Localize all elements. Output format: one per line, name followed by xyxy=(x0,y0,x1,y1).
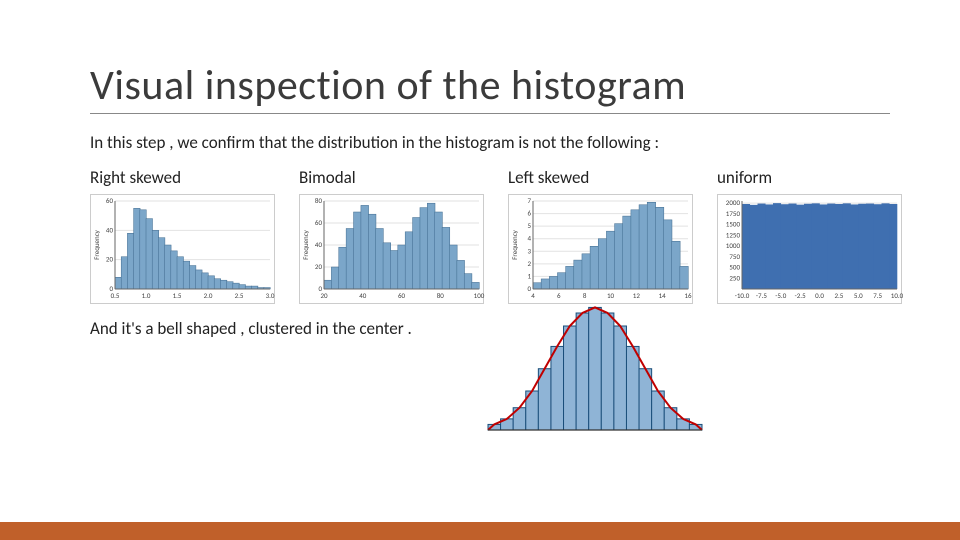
col-right-skewed: Right skewed 0204060Frequency0.51.01.52.… xyxy=(90,167,275,304)
chart-bimodal: 020406080Frequency20406080100 xyxy=(299,194,484,304)
chart-right-skewed: 0204060Frequency0.51.01.52.02.53.0 xyxy=(90,194,275,304)
svg-text:80: 80 xyxy=(315,196,323,205)
svg-text:Frequency: Frequency xyxy=(510,229,519,260)
svg-text:10.0: 10.0 xyxy=(891,291,903,300)
footer-bar xyxy=(0,522,960,540)
svg-text:60: 60 xyxy=(315,218,323,227)
svg-text:Frequency: Frequency xyxy=(92,229,101,260)
label-right-skewed: Right skewed xyxy=(90,167,275,188)
svg-text:60: 60 xyxy=(106,196,114,205)
svg-text:2000: 2000 xyxy=(726,198,741,207)
svg-text:20: 20 xyxy=(106,255,114,264)
chart-bell xyxy=(480,294,710,444)
col-bimodal: Bimodal 020406080Frequency20406080100 xyxy=(299,167,484,304)
svg-text:40: 40 xyxy=(315,240,323,249)
bell-caption: And it's a bell shaped , clustered in th… xyxy=(90,318,450,339)
svg-text:1000: 1000 xyxy=(726,241,741,250)
svg-text:-7.5: -7.5 xyxy=(756,291,767,300)
svg-text:2: 2 xyxy=(527,259,531,268)
svg-text:1: 1 xyxy=(527,271,531,280)
svg-text:2.0: 2.0 xyxy=(204,291,213,300)
svg-text:60: 60 xyxy=(398,291,406,300)
svg-text:500: 500 xyxy=(729,263,740,272)
svg-text:12: 12 xyxy=(633,291,641,300)
label-uniform: uniform xyxy=(717,167,902,188)
svg-text:4: 4 xyxy=(531,291,535,300)
svg-text:1250: 1250 xyxy=(726,230,741,239)
svg-text:14: 14 xyxy=(659,291,667,300)
svg-text:7: 7 xyxy=(527,196,531,205)
svg-text:7.5: 7.5 xyxy=(873,291,882,300)
svg-text:3.0: 3.0 xyxy=(266,291,275,300)
svg-text:1.0: 1.0 xyxy=(142,291,151,300)
svg-text:4: 4 xyxy=(527,234,531,243)
intro-text: In this step , we confirm that the distr… xyxy=(90,132,890,153)
slide: Visual inspection of the histogram In th… xyxy=(0,0,960,540)
svg-text:16: 16 xyxy=(684,291,692,300)
histogram-row: Right skewed 0204060Frequency0.51.01.52.… xyxy=(90,167,890,304)
svg-text:6: 6 xyxy=(527,209,531,218)
svg-text:-2.5: -2.5 xyxy=(795,291,806,300)
svg-text:80: 80 xyxy=(437,291,445,300)
svg-text:20: 20 xyxy=(315,262,323,271)
page-title: Visual inspection of the histogram xyxy=(90,60,890,114)
svg-text:0.0: 0.0 xyxy=(815,291,824,300)
chart-left-skewed: 01234567Frequency46810121416 xyxy=(508,194,693,304)
svg-text:10: 10 xyxy=(607,291,615,300)
col-left-skewed: Left skewed 01234567Frequency46810121416 xyxy=(508,167,693,304)
svg-text:1500: 1500 xyxy=(726,220,741,229)
svg-text:40: 40 xyxy=(106,225,114,234)
svg-text:1750: 1750 xyxy=(726,209,741,218)
svg-text:3: 3 xyxy=(527,246,531,255)
svg-text:750: 750 xyxy=(729,252,740,261)
svg-text:Frequency: Frequency xyxy=(301,229,310,260)
svg-text:-10.0: -10.0 xyxy=(735,291,750,300)
svg-text:6: 6 xyxy=(557,291,561,300)
svg-text:1.5: 1.5 xyxy=(173,291,182,300)
svg-text:0.5: 0.5 xyxy=(111,291,120,300)
label-left-skewed: Left skewed xyxy=(508,167,693,188)
svg-text:8: 8 xyxy=(583,291,587,300)
svg-text:100: 100 xyxy=(474,291,485,300)
chart-uniform: 250500 750 1000 12501500 1750 2000 -10.0 -7.5 -5… xyxy=(717,194,902,304)
svg-text:20: 20 xyxy=(320,291,328,300)
col-uniform: uniform 250500 750 1000 12501500 1750 2000 -10… xyxy=(717,167,902,304)
svg-text:-5.0: -5.0 xyxy=(775,291,786,300)
svg-text:250: 250 xyxy=(729,273,740,282)
label-bimodal: Bimodal xyxy=(299,167,484,188)
svg-text:5.0: 5.0 xyxy=(854,291,863,300)
svg-text:40: 40 xyxy=(359,291,367,300)
bottom-row: And it's a bell shaped , clustered in th… xyxy=(90,294,890,444)
svg-text:5: 5 xyxy=(527,221,531,230)
svg-text:2.5: 2.5 xyxy=(235,291,244,300)
svg-text:2.5: 2.5 xyxy=(834,291,843,300)
